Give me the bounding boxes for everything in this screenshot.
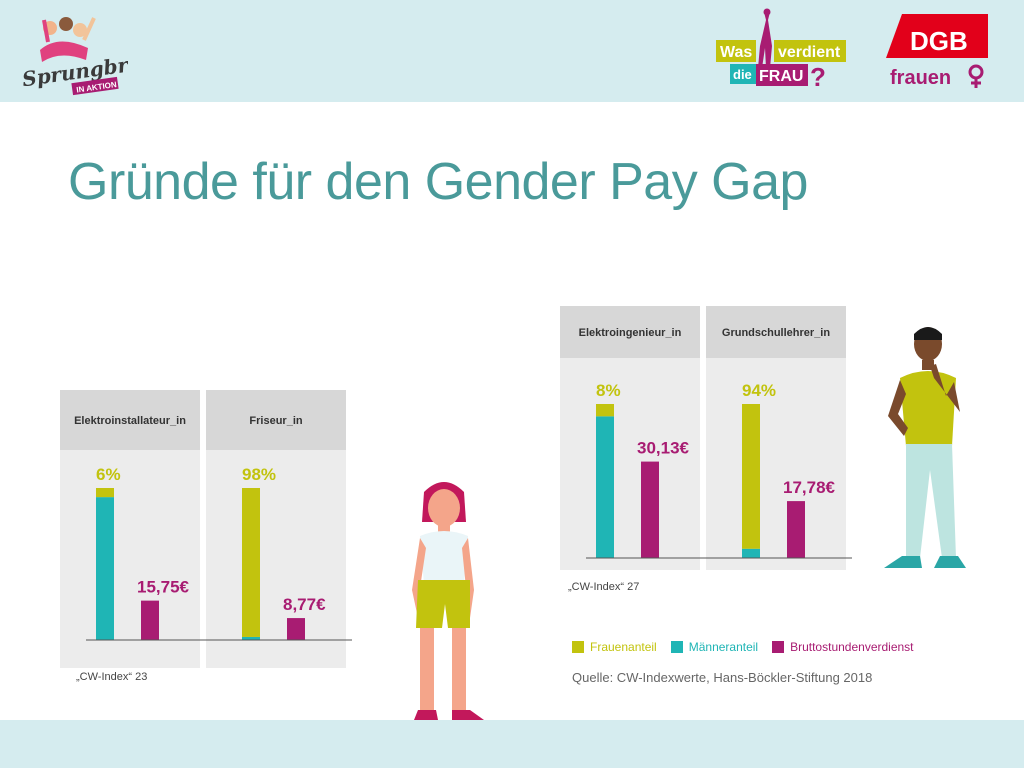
bar-verdienst-grundschullehrer-in xyxy=(787,501,805,558)
man-illustration xyxy=(884,327,966,568)
legend: Frauenanteil Männeranteil Bruttostundenv… xyxy=(572,640,914,654)
panel-header-elektroinstallateur-in xyxy=(60,390,200,450)
legend-item-verdienst: Bruttostundenverdienst xyxy=(772,640,914,654)
bar-maenneranteil-friseur-in xyxy=(242,636,260,640)
bar-verdienst-friseur-in xyxy=(287,618,305,640)
panel-label-elektroinstallateur-in: Elektroinstallateur_in xyxy=(74,415,186,427)
panel-label-elektroingenieur-in: Elektroingenieur_in xyxy=(579,327,682,339)
chart-note-cw-index-23: „CW-Index“ 23 xyxy=(76,671,148,683)
bar-maenneranteil-grundschullehrer-in xyxy=(742,548,760,558)
panel-header-elektroingenieur-in xyxy=(560,306,700,358)
chart-cw-index-27: Elektroingenieur_in 8% 30,13€ Grundschulleh… xyxy=(560,306,852,570)
wvdf-die: die xyxy=(733,67,752,82)
bar-verdienst-elektroinstallateur-in xyxy=(141,600,159,640)
bar-maenneranteil-elektroinstallateur-in xyxy=(96,497,114,640)
wvdf-was: Was xyxy=(720,44,752,61)
bottom-band xyxy=(0,720,1024,768)
dgb-frauen-logo: DGB frauen xyxy=(886,14,988,89)
bar-frauenanteil-elektroingenieur-in xyxy=(596,404,614,417)
dgb-frauen-text: frauen xyxy=(890,67,951,89)
bar-frauenanteil-friseur-in xyxy=(242,488,260,637)
legend-item-maenneranteil: Männeranteil xyxy=(670,640,759,654)
chart-note-cw-index-27: „CW-Index“ 27 xyxy=(568,581,640,593)
eur-label-grundschullehrer-in: 17,78€ xyxy=(783,478,836,497)
sprungbrett-logo: Sprungbrett IN AKTION xyxy=(21,17,128,96)
legend-label-verdienst: Bruttostundenverdienst xyxy=(790,640,914,654)
top-band xyxy=(0,0,1024,102)
legend-swatch-verdienst xyxy=(772,641,785,653)
female-symbol-icon xyxy=(968,64,984,80)
panel-header-friseur-in xyxy=(206,390,346,450)
wvdf-frau: FRAU xyxy=(759,68,803,85)
eur-label-elektroingenieur-in: 30,13€ xyxy=(637,439,690,458)
wvdf-verdient: verdient xyxy=(778,44,841,61)
bar-frauenanteil-elektroinstallateur-in xyxy=(96,488,114,498)
eur-label-elektroinstallateur-in: 15,75€ xyxy=(137,578,190,597)
legend-item-frauenanteil: Frauenanteil xyxy=(572,640,657,654)
pct-label-elektroinstallateur-in: 6% xyxy=(96,465,121,484)
pct-label-elektroingenieur-in: 8% xyxy=(596,381,621,400)
bar-frauenanteil-grundschullehrer-in xyxy=(742,404,760,549)
chart-cw-index-23: Elektroinstallateur_in 6% 15,75€ Friseur_in… xyxy=(60,390,352,668)
legend-swatch-frauenanteil xyxy=(572,641,584,653)
wvdf-mark: ? xyxy=(810,62,826,92)
was-verdient-die-frau-logo: Was verdient die FRAU ? xyxy=(716,8,846,92)
page-title: Gründe für den Gender Pay Gap xyxy=(68,153,808,211)
legend-swatch-maenneranteil xyxy=(670,641,683,653)
bar-maenneranteil-elektroingenieur-in xyxy=(596,416,614,558)
legend-label-frauenanteil: Frauenanteil xyxy=(590,640,657,654)
bar-verdienst-elektroingenieur-in xyxy=(641,461,659,558)
panel-label-friseur-in: Friseur_in xyxy=(249,415,302,427)
woman-illustration xyxy=(412,482,484,720)
eur-label-friseur-in: 8,77€ xyxy=(283,595,326,614)
pct-label-grundschullehrer-in: 94% xyxy=(742,381,776,400)
panel-label-grundschullehrer-in: Grundschullehrer_in xyxy=(722,327,830,339)
source-note: Quelle: CW-Indexwerte, Hans-Böckler-Stif… xyxy=(572,670,873,685)
legend-label-maenneranteil: Männeranteil xyxy=(688,640,759,654)
panel-header-grundschullehrer-in xyxy=(706,306,846,358)
pct-label-friseur-in: 98% xyxy=(242,465,276,484)
dgb-text: DGB xyxy=(910,26,968,56)
